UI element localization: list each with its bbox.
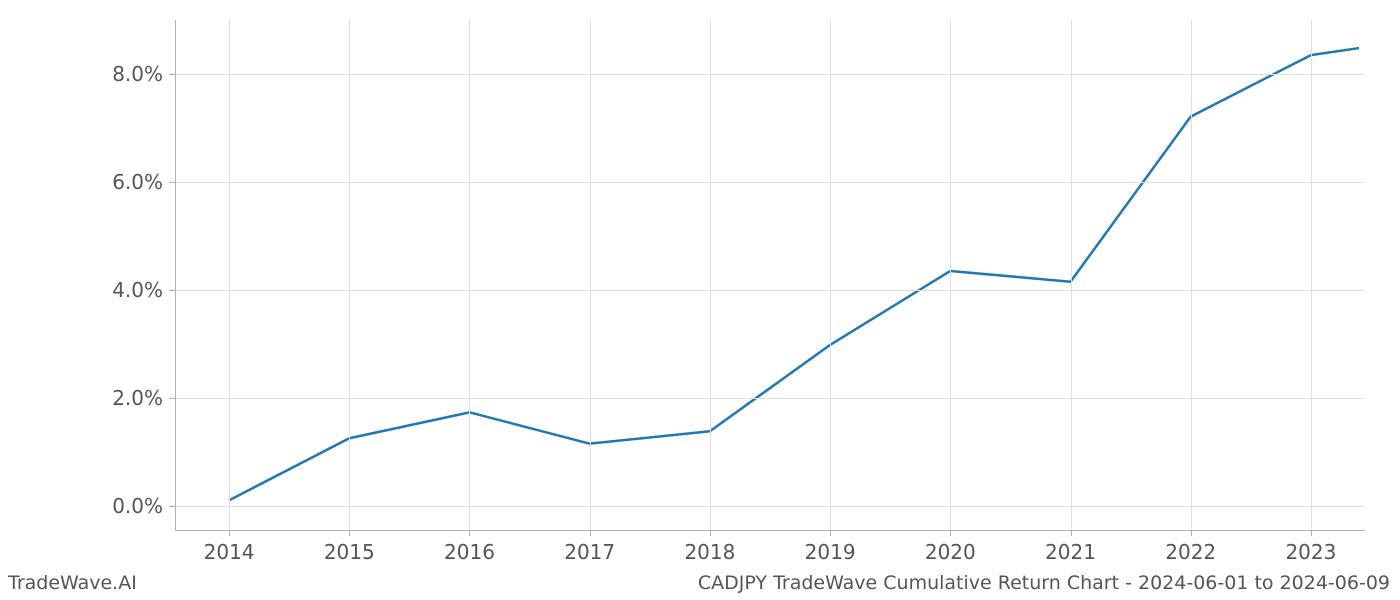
y-tick-label: 2.0% [112,386,163,410]
gridline-vertical [1311,20,1312,530]
gridline-horizontal [175,506,1365,507]
gridline-vertical [1071,20,1072,530]
x-tick-label: 2015 [324,540,375,564]
gridline-vertical [1191,20,1192,530]
x-tick-label: 2018 [684,540,735,564]
x-tick-label: 2014 [204,540,255,564]
x-tick-label: 2021 [1045,540,1096,564]
watermark-left: TradeWave.AI [8,572,137,594]
gridline-vertical [229,20,230,530]
gridline-vertical [950,20,951,530]
y-tick-label: 0.0% [112,494,163,518]
return-line [229,48,1359,500]
y-tick-label: 8.0% [112,62,163,86]
y-tick-label: 4.0% [112,278,163,302]
line-chart: TradeWave.AI CADJPY TradeWave Cumulative… [0,0,1400,600]
gridline-vertical [830,20,831,530]
x-tick-label: 2017 [564,540,615,564]
gridline-vertical [590,20,591,530]
x-axis-spine [175,530,1365,531]
gridline-horizontal [175,398,1365,399]
gridline-vertical [349,20,350,530]
x-tick-label: 2020 [925,540,976,564]
gridline-vertical [710,20,711,530]
x-tick-label: 2019 [805,540,856,564]
y-axis-spine [175,20,176,530]
chart-caption: CADJPY TradeWave Cumulative Return Chart… [698,572,1390,594]
gridline-vertical [469,20,470,530]
x-tick-label: 2023 [1285,540,1336,564]
x-tick-label: 2022 [1165,540,1216,564]
gridline-horizontal [175,290,1365,291]
gridline-horizontal [175,74,1365,75]
y-tick-label: 6.0% [112,170,163,194]
gridline-horizontal [175,182,1365,183]
x-tick-label: 2016 [444,540,495,564]
